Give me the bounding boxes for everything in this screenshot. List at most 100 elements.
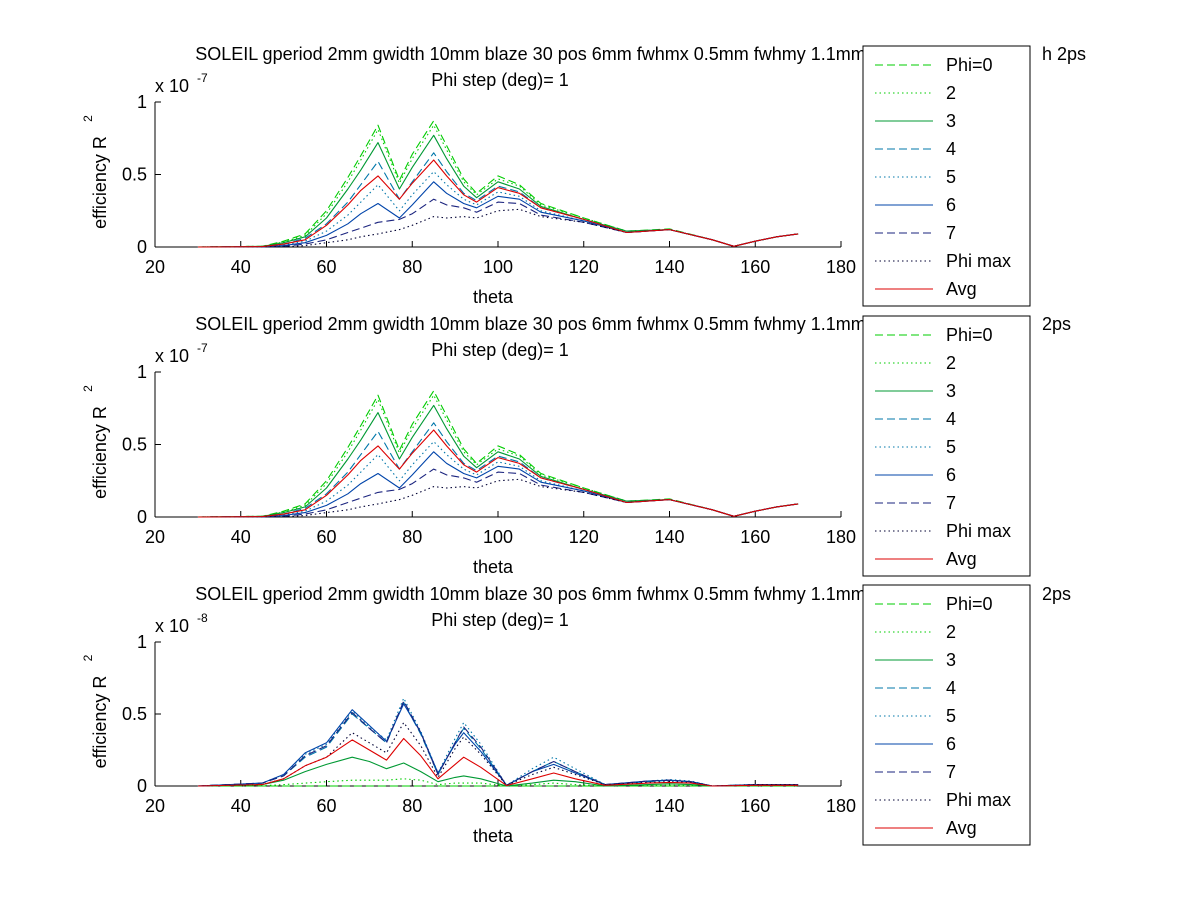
legend-label: 7 (946, 223, 956, 243)
series-line-3 (197, 134, 799, 248)
series-line-6 (197, 181, 799, 248)
chart-title: SOLEIL gperiod 2mm gwidth 10mm blaze 30 … (195, 44, 941, 64)
legend-label: 5 (946, 167, 956, 187)
series-line-6 (197, 451, 799, 518)
y-tick-label: 0 (137, 237, 147, 257)
y-tick-label: 1 (137, 92, 147, 112)
x-tick-label: 60 (316, 257, 336, 277)
series-line-avg (197, 429, 799, 518)
y-axis-label: efficiency R (90, 136, 110, 229)
legend-label: 4 (946, 678, 956, 698)
series-line-2 (197, 124, 799, 248)
legend-label: 7 (946, 493, 956, 513)
legend-label: Phi=0 (946, 55, 993, 75)
series-line-5 (197, 441, 799, 518)
subplot-1: SOLEIL gperiod 2mm gwidth 10mm blaze 30 … (81, 44, 1086, 307)
x-tick-label: 100 (483, 527, 513, 547)
series-line-phi-0 (197, 390, 799, 518)
series-line-2 (197, 778, 799, 787)
y-multiplier: x 10 (155, 616, 189, 636)
x-tick-label: 180 (826, 527, 856, 547)
x-tick-label: 80 (402, 527, 422, 547)
chart-title-tail: 2ps (1042, 314, 1071, 334)
x-tick-label: 100 (483, 796, 513, 816)
legend-label: 6 (946, 734, 956, 754)
x-tick-label: 140 (654, 796, 684, 816)
series-line-2 (197, 394, 799, 518)
legend-label: 5 (946, 706, 956, 726)
y-tick-label: 0 (137, 507, 147, 527)
x-tick-label: 160 (740, 527, 770, 547)
legend-label: 3 (946, 381, 956, 401)
y-multiplier-exponent: -7 (197, 341, 208, 355)
series-line-phi-0 (197, 120, 799, 248)
y-multiplier: x 10 (155, 76, 189, 96)
legend-label: 2 (946, 83, 956, 103)
x-tick-label: 60 (316, 796, 336, 816)
x-tick-label: 40 (231, 796, 251, 816)
chart-subtitle: Phi step (deg)= 1 (431, 340, 569, 360)
legend-box (862, 45, 1031, 307)
legend-label: Phi max (946, 251, 1011, 271)
x-tick-label: 140 (654, 527, 684, 547)
x-tick-label: 20 (145, 257, 165, 277)
legend-box (862, 315, 1031, 577)
x-axis-label: theta (473, 826, 514, 846)
x-tick-label: 180 (826, 796, 856, 816)
x-tick-label: 40 (231, 257, 251, 277)
chart-subtitle: Phi step (deg)= 1 (431, 70, 569, 90)
series-line-5 (197, 697, 799, 787)
x-tick-label: 40 (231, 527, 251, 547)
x-tick-label: 160 (740, 796, 770, 816)
legend-box (862, 584, 1031, 846)
series-line-4 (197, 701, 799, 787)
legend-label: 6 (946, 465, 956, 485)
legend-label: Avg (946, 279, 977, 299)
subplot-3: SOLEIL gperiod 2mm gwidth 10mm blaze 30 … (81, 584, 1071, 846)
legend: Phi=0 2 3 4 5 6 7 Phi max Avg (862, 45, 1031, 307)
chart-title-tail: h 2ps (1042, 44, 1086, 64)
legend-label: 5 (946, 437, 956, 457)
legend-label: 3 (946, 650, 956, 670)
subplot-2: SOLEIL gperiod 2mm gwidth 10mm blaze 30 … (81, 314, 1071, 577)
y-axis-label-sup: 2 (81, 115, 95, 122)
series-line-4 (197, 422, 799, 518)
x-tick-label: 60 (316, 527, 336, 547)
legend-label: 2 (946, 353, 956, 373)
y-tick-label: 0.5 (122, 435, 147, 455)
y-tick-label: 1 (137, 632, 147, 652)
series-line-6 (197, 703, 799, 787)
legend: Phi=0 2 3 4 5 6 7 Phi max Avg (862, 315, 1031, 577)
y-tick-label: 1 (137, 362, 147, 382)
x-axis-label: theta (473, 557, 514, 577)
x-tick-label: 20 (145, 796, 165, 816)
series-line-5 (197, 171, 799, 248)
chart-title: SOLEIL gperiod 2mm gwidth 10mm blaze 30 … (195, 584, 941, 604)
legend-label: 6 (946, 195, 956, 215)
series-line-avg (197, 159, 799, 248)
legend-label: 4 (946, 409, 956, 429)
chart-subtitle: Phi step (deg)= 1 (431, 610, 569, 630)
y-tick-label: 0.5 (122, 165, 147, 185)
series-line-4 (197, 152, 799, 248)
y-tick-label: 0 (137, 776, 147, 796)
y-axis-label: efficiency R (90, 406, 110, 499)
x-tick-label: 20 (145, 527, 165, 547)
y-multiplier-exponent: -8 (197, 611, 208, 625)
legend: Phi=0 2 3 4 5 6 7 Phi max Avg (862, 584, 1031, 846)
series-line-3 (197, 404, 799, 518)
y-axis-label-sup: 2 (81, 385, 95, 392)
x-tick-label: 140 (654, 257, 684, 277)
x-axis-label: theta (473, 287, 514, 307)
y-multiplier: x 10 (155, 346, 189, 366)
chart-title: SOLEIL gperiod 2mm gwidth 10mm blaze 30 … (195, 314, 941, 334)
y-multiplier-exponent: -7 (197, 71, 208, 85)
x-tick-label: 80 (402, 796, 422, 816)
series-line-7 (197, 700, 799, 787)
x-tick-label: 180 (826, 257, 856, 277)
x-tick-label: 120 (569, 796, 599, 816)
x-tick-label: 120 (569, 527, 599, 547)
legend-label: Phi max (946, 790, 1011, 810)
x-tick-label: 120 (569, 257, 599, 277)
